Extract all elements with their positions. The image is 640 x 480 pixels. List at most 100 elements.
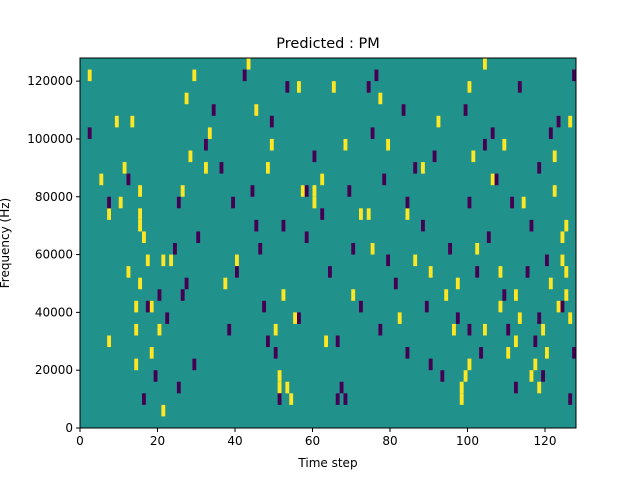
- x-axis: 0 20 40 60 80 100 120: [76, 428, 556, 448]
- y-tick-label: 80000: [35, 190, 73, 204]
- heatmap-cell-low: [242, 69, 247, 82]
- heatmap-cell-low: [413, 162, 418, 174]
- heatmap-cell-high: [498, 300, 503, 313]
- heatmap-cell-high: [459, 393, 464, 405]
- heatmap-cell-low: [455, 312, 460, 324]
- heatmap-cell-high: [475, 243, 480, 255]
- heatmap-cell-low: [180, 289, 185, 301]
- heatmap-cell-high: [514, 335, 518, 348]
- heatmap-cell-high: [180, 185, 185, 197]
- heatmap-cell-high: [281, 289, 286, 301]
- heatmap-cell-high: [514, 289, 518, 301]
- plot-frame: [79, 57, 577, 429]
- heatmap-cell-low: [250, 185, 255, 197]
- heatmap-cell-high: [552, 150, 557, 163]
- heatmap-cell-high: [351, 289, 356, 301]
- heatmap-cell-high: [378, 92, 383, 105]
- heatmap-cell-high: [548, 277, 553, 290]
- heatmap-cell-low: [192, 358, 197, 371]
- heatmap-cell-high: [541, 323, 546, 336]
- heatmap-cell-low: [502, 289, 507, 301]
- heatmap-cell-low: [211, 104, 216, 116]
- heatmap-cell-high: [254, 104, 259, 116]
- heatmap-cell-low: [374, 69, 379, 82]
- heatmap-cell-high: [564, 219, 569, 232]
- heatmap-cell-low: [297, 312, 301, 324]
- heatmap-cell-high: [405, 208, 410, 220]
- heatmap-cell-low: [176, 196, 181, 209]
- heatmap-cell-high: [192, 69, 197, 82]
- heatmap-cell-low: [231, 196, 236, 209]
- heatmap-cell-low: [421, 219, 425, 232]
- heatmap-cell-high: [266, 162, 270, 174]
- heatmap-cell-high: [421, 162, 425, 174]
- heatmap-cell-high: [235, 254, 239, 267]
- heatmap-cell-high: [289, 393, 294, 405]
- heatmap-cell-high: [517, 312, 522, 324]
- heatmap-cell-high: [149, 347, 154, 359]
- heatmap-cell-high: [145, 254, 150, 267]
- heatmap-cell-high: [285, 381, 290, 394]
- y-axis-label: Frequency (Hz): [0, 198, 12, 289]
- x-tick-label: 20: [150, 434, 165, 448]
- heatmap-cell-high: [521, 196, 526, 209]
- heatmap-cell-low: [184, 277, 189, 290]
- heatmap-cell-low: [173, 243, 177, 255]
- heatmap-cell-high: [107, 335, 112, 348]
- heatmap-cell-high: [560, 254, 565, 267]
- heatmap-cell-high: [207, 127, 212, 139]
- heatmap-cell-low: [529, 219, 534, 232]
- heatmap-cell-low: [227, 323, 232, 336]
- heatmap-cell-high: [134, 358, 139, 371]
- x-tick-label: 100: [456, 434, 479, 448]
- heatmap-cell-low: [386, 254, 391, 267]
- heatmap-cell-high: [529, 370, 534, 382]
- heatmap-cell-high: [134, 323, 139, 336]
- heatmap-cell-high: [138, 208, 143, 220]
- heatmap-cell-low: [370, 127, 375, 139]
- y-tick-label: 20000: [35, 363, 73, 377]
- heatmap-cell-low: [339, 381, 344, 394]
- heatmap-cell-high: [397, 312, 402, 324]
- heatmap-cell-high: [331, 81, 336, 93]
- heatmap-cell-low: [533, 335, 538, 348]
- heatmap-cell-high: [568, 115, 573, 128]
- heatmap-cell-high: [188, 150, 193, 163]
- heatmap-cell-low: [560, 300, 565, 313]
- heatmap-cell-high: [444, 289, 449, 301]
- heatmap-cell-low: [405, 347, 410, 359]
- heatmap-cell-high: [537, 381, 542, 394]
- heatmap-cell-low: [510, 196, 515, 209]
- heatmap-cell-low: [366, 81, 371, 93]
- heatmap-cell-low: [517, 81, 522, 93]
- heatmap-cell-low: [320, 208, 325, 220]
- heatmap-cell-high: [134, 300, 139, 313]
- heatmap-cell-high: [99, 173, 104, 186]
- heatmap-cell-low: [343, 393, 348, 405]
- heatmap-cell-high: [343, 138, 348, 151]
- heatmap-cell-high: [130, 115, 135, 128]
- heatmap-cell-low: [378, 323, 383, 336]
- heatmap-cell-low: [393, 277, 398, 290]
- heatmap-cell-low: [347, 185, 352, 197]
- heatmap-cell-high: [204, 162, 208, 174]
- heatmap-cell-high: [149, 300, 154, 313]
- heatmap-cell-high: [142, 231, 146, 243]
- heatmap-cell-low: [440, 370, 445, 382]
- heatmap-cell-high: [161, 254, 166, 267]
- heatmap-cell-low: [525, 266, 530, 278]
- heatmap-cell-low: [359, 300, 363, 313]
- heatmap-cell-high: [277, 381, 282, 394]
- heatmap-cell-low: [490, 127, 495, 139]
- heatmap-cell-low: [514, 381, 518, 394]
- heatmap-cell-low: [483, 138, 487, 151]
- heatmap-cell-low: [142, 393, 146, 405]
- heatmap-cell-high: [138, 219, 143, 232]
- heatmap-cell-high: [269, 138, 274, 151]
- heatmap-cell-high: [126, 266, 131, 278]
- heatmap-cell-high: [564, 266, 569, 278]
- heatmap-cell-low: [335, 335, 340, 348]
- x-tick-label: 80: [382, 434, 397, 448]
- heatmap-cell-low: [145, 300, 150, 313]
- heatmap-cell-low: [165, 312, 170, 324]
